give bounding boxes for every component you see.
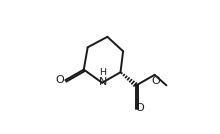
Text: N: N (99, 77, 107, 87)
Text: O: O (56, 75, 64, 85)
Text: O: O (135, 103, 144, 113)
Text: O: O (152, 76, 160, 86)
Text: H: H (99, 68, 106, 77)
